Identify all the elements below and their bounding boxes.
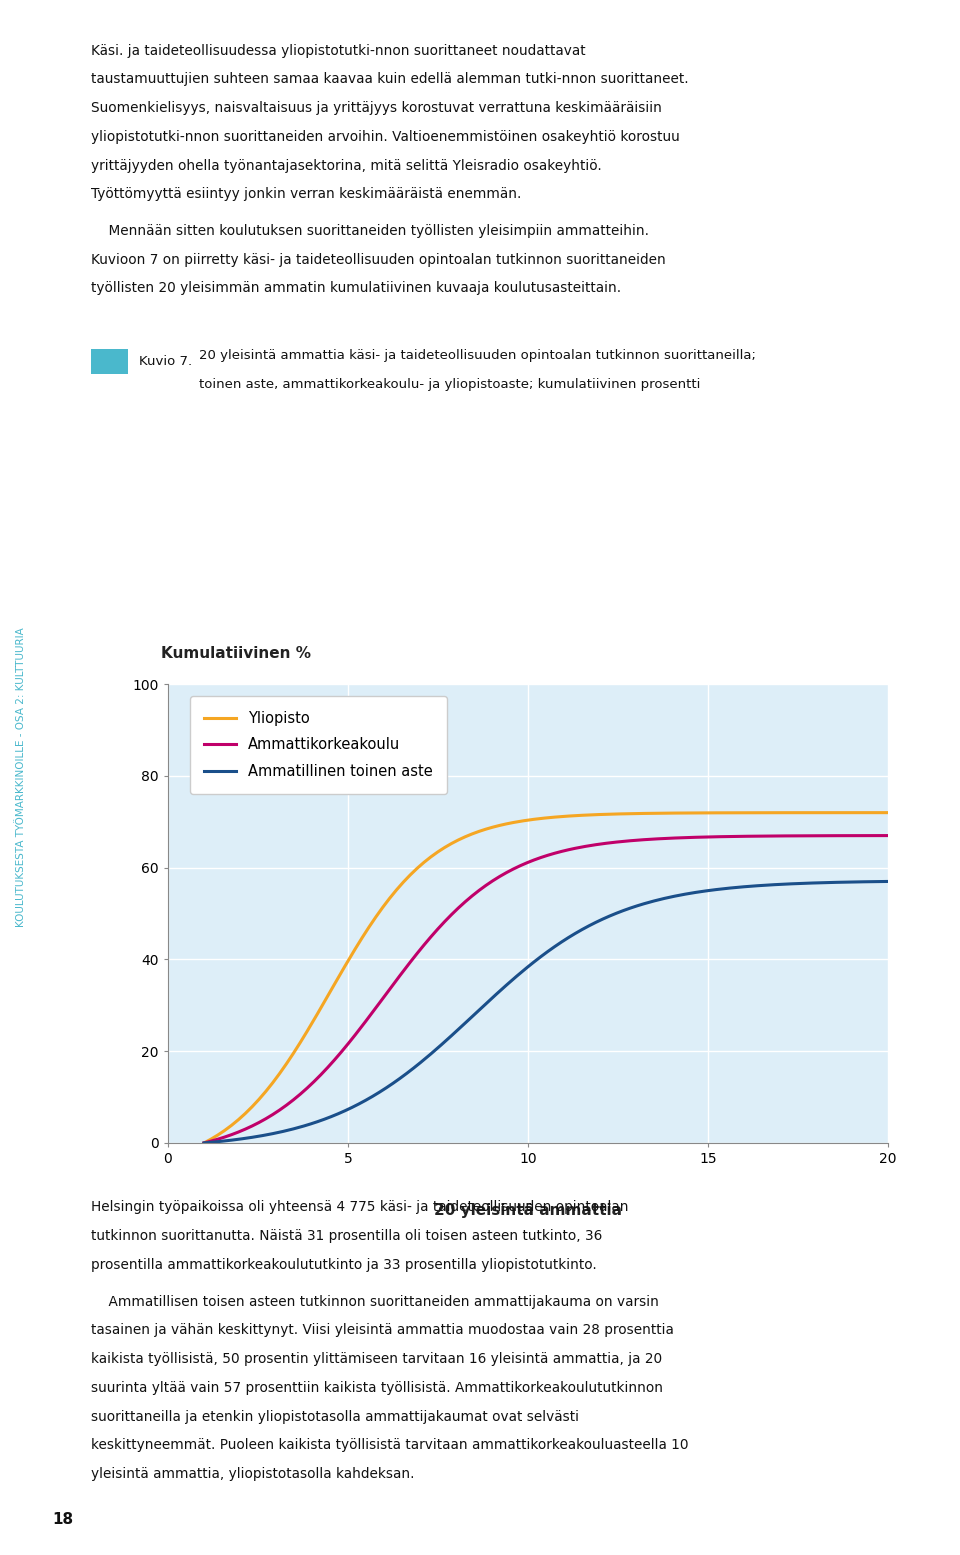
Line: Yliopisto: Yliopisto [204, 813, 888, 1143]
Ammattikorkeakoulu [824, 826, 835, 844]
Yliopisto [824, 804, 835, 823]
Ammatillinen toinen aste [198, 1134, 209, 1152]
Ammattikorkeakoulu [848, 826, 859, 844]
Text: tasainen ja vähän keskittynyt. Viisi yleisintä ammattia muodostaa vain 28 prosen: tasainen ja vähän keskittynyt. Viisi yle… [91, 1323, 674, 1337]
Text: 20 yleisintä ammattia: 20 yleisintä ammattia [434, 1202, 622, 1218]
Text: Mennään sitten koulutuksen suorittaneiden työllisten yleisimpiin ammatteihin.: Mennään sitten koulutuksen suorittaneide… [91, 224, 649, 238]
Yliopisto [226, 1116, 237, 1135]
Ammattikorkeakoulu [226, 1126, 237, 1144]
Yliopisto [882, 804, 894, 823]
Ammatillinen toinen aste [325, 1107, 337, 1126]
Yliopisto [325, 981, 337, 1000]
Text: suorittaneilla ja etenkin yliopistotasolla ammattijakaumat ovat selvästi: suorittaneilla ja etenkin yliopistotasol… [91, 1409, 579, 1424]
Ammattikorkeakoulu [325, 1054, 337, 1073]
Yliopisto [239, 1104, 251, 1123]
Text: Käsi. ja taideteollisuudessa yliopistotutki­nnon suorittaneet noudattavat: Käsi. ja taideteollisuudessa yliopistotu… [91, 44, 586, 58]
Text: prosentilla ammattikorkeakoulututkinto ja 33 prosentilla yliopistotutkinto.: prosentilla ammattikorkeakoulututkinto j… [91, 1258, 597, 1272]
Text: 20 yleisintä ammattia käsi- ja taideteollisuuden opintoalan tutkinnon suorittane: 20 yleisintä ammattia käsi- ja taideteol… [199, 348, 756, 362]
Text: työllisten 20 yleisimmän ammatin kumulatiivinen kuvaaja koulutusasteittain.: työllisten 20 yleisimmän ammatin kumulat… [91, 281, 621, 295]
Ammattikorkeakoulu [380, 984, 392, 1003]
Text: Kuvio 7.: Kuvio 7. [139, 355, 192, 369]
Ammattikorkeakoulu [882, 826, 894, 844]
Text: toinen aste, ammattikorkeakoulu- ja yliopistoaste; kumulatiivinen prosentti: toinen aste, ammattikorkeakoulu- ja ylio… [199, 378, 700, 390]
Text: yliopistotutki­nnon suorittaneiden arvoihin. Valtioenemmistöinen osakeyhtiö koro: yliopistotutki­nnon suorittaneiden arvoi… [91, 129, 680, 145]
Ammatillinen toinen aste [380, 1079, 392, 1098]
Text: yleisintä ammattia, yliopistotasolla kahdeksan.: yleisintä ammattia, yliopistotasolla kah… [91, 1468, 415, 1482]
Ammatillinen toinen aste [226, 1130, 237, 1149]
Text: yrittäjyyden ohella työnantajasektorina, mitä selittä Yleisradio osakeyhtiö.: yrittäjyyden ohella työnantajasektorina,… [91, 159, 602, 173]
Ammatillinen toinen aste [882, 872, 894, 891]
Yliopisto [380, 894, 392, 913]
Ammatillinen toinen aste [848, 872, 859, 891]
Text: taustamuuttujien suhteen samaa kaavaa kuin edellä alemman tutki­nnon suorittanee: taustamuuttujien suhteen samaa kaavaa ku… [91, 72, 689, 87]
Text: kaikista työllisistä, 50 prosentin ylittämiseen tarvitaan 16 yleisintä ammattia,: kaikista työllisistä, 50 prosentin ylitt… [91, 1351, 662, 1367]
Legend: Yliopisto, Ammattikorkeakoulu, Ammatillinen toinen aste: Yliopisto, Ammattikorkeakoulu, Ammatilli… [190, 697, 447, 793]
Text: 18: 18 [53, 1511, 74, 1527]
Text: keskittyneemmät. Puoleen kaikista työllisistä tarvitaan ammattikorkeakouluasteel: keskittyneemmät. Puoleen kaikista työlli… [91, 1438, 688, 1452]
Text: Helsingin työpaikoissa oli yhteensä 4 775 käsi- ja taideteollisuuden opintoalan: Helsingin työpaikoissa oli yhteensä 4 77… [91, 1200, 629, 1214]
Text: suurinta yltää vain 57 prosenttiin kaikista työllisistä. Ammattikorkeakoulututki: suurinta yltää vain 57 prosenttiin kaiki… [91, 1381, 663, 1395]
Ammatillinen toinen aste [824, 874, 835, 893]
Text: Kumulatiivinen %: Kumulatiivinen % [161, 647, 311, 661]
Text: Suomenkielisyys, naisvaltaisuus ja yrittäjyys korostuvat verrattuna keskimääräis: Suomenkielisyys, naisvaltaisuus ja yritt… [91, 101, 662, 115]
Text: KOULUTUKSESTA TYÖMARKKINOILLE - OSA 2: KULTTUURIA: KOULUTUKSESTA TYÖMARKKINOILLE - OSA 2: K… [16, 628, 26, 927]
Yliopisto [198, 1134, 209, 1152]
Ammattikorkeakoulu [239, 1120, 251, 1138]
Line: Ammattikorkeakoulu: Ammattikorkeakoulu [204, 835, 888, 1143]
Text: Kuvioon 7 on piirretty käsi- ja taideteollisuuden opintoalan tutkinnon suorittan: Kuvioon 7 on piirretty käsi- ja taideteo… [91, 252, 666, 267]
Yliopisto [848, 804, 859, 823]
Text: Työttömyyttä esiintyy jonkin verran keskimääräistä enemmän.: Työttömyyttä esiintyy jonkin verran kesk… [91, 187, 521, 202]
Ammattikorkeakoulu [198, 1134, 209, 1152]
Line: Ammatillinen toinen aste: Ammatillinen toinen aste [204, 882, 888, 1143]
Text: Ammatillisen toisen asteen tutkinnon suorittaneiden ammattijakauma on varsin: Ammatillisen toisen asteen tutkinnon suo… [91, 1294, 660, 1309]
Text: tutkinnon suorittanutta. Näistä 31 prosentilla oli toisen asteen tutkinto, 36: tutkinnon suorittanutta. Näistä 31 prose… [91, 1228, 603, 1244]
Ammatillinen toinen aste [239, 1129, 251, 1148]
